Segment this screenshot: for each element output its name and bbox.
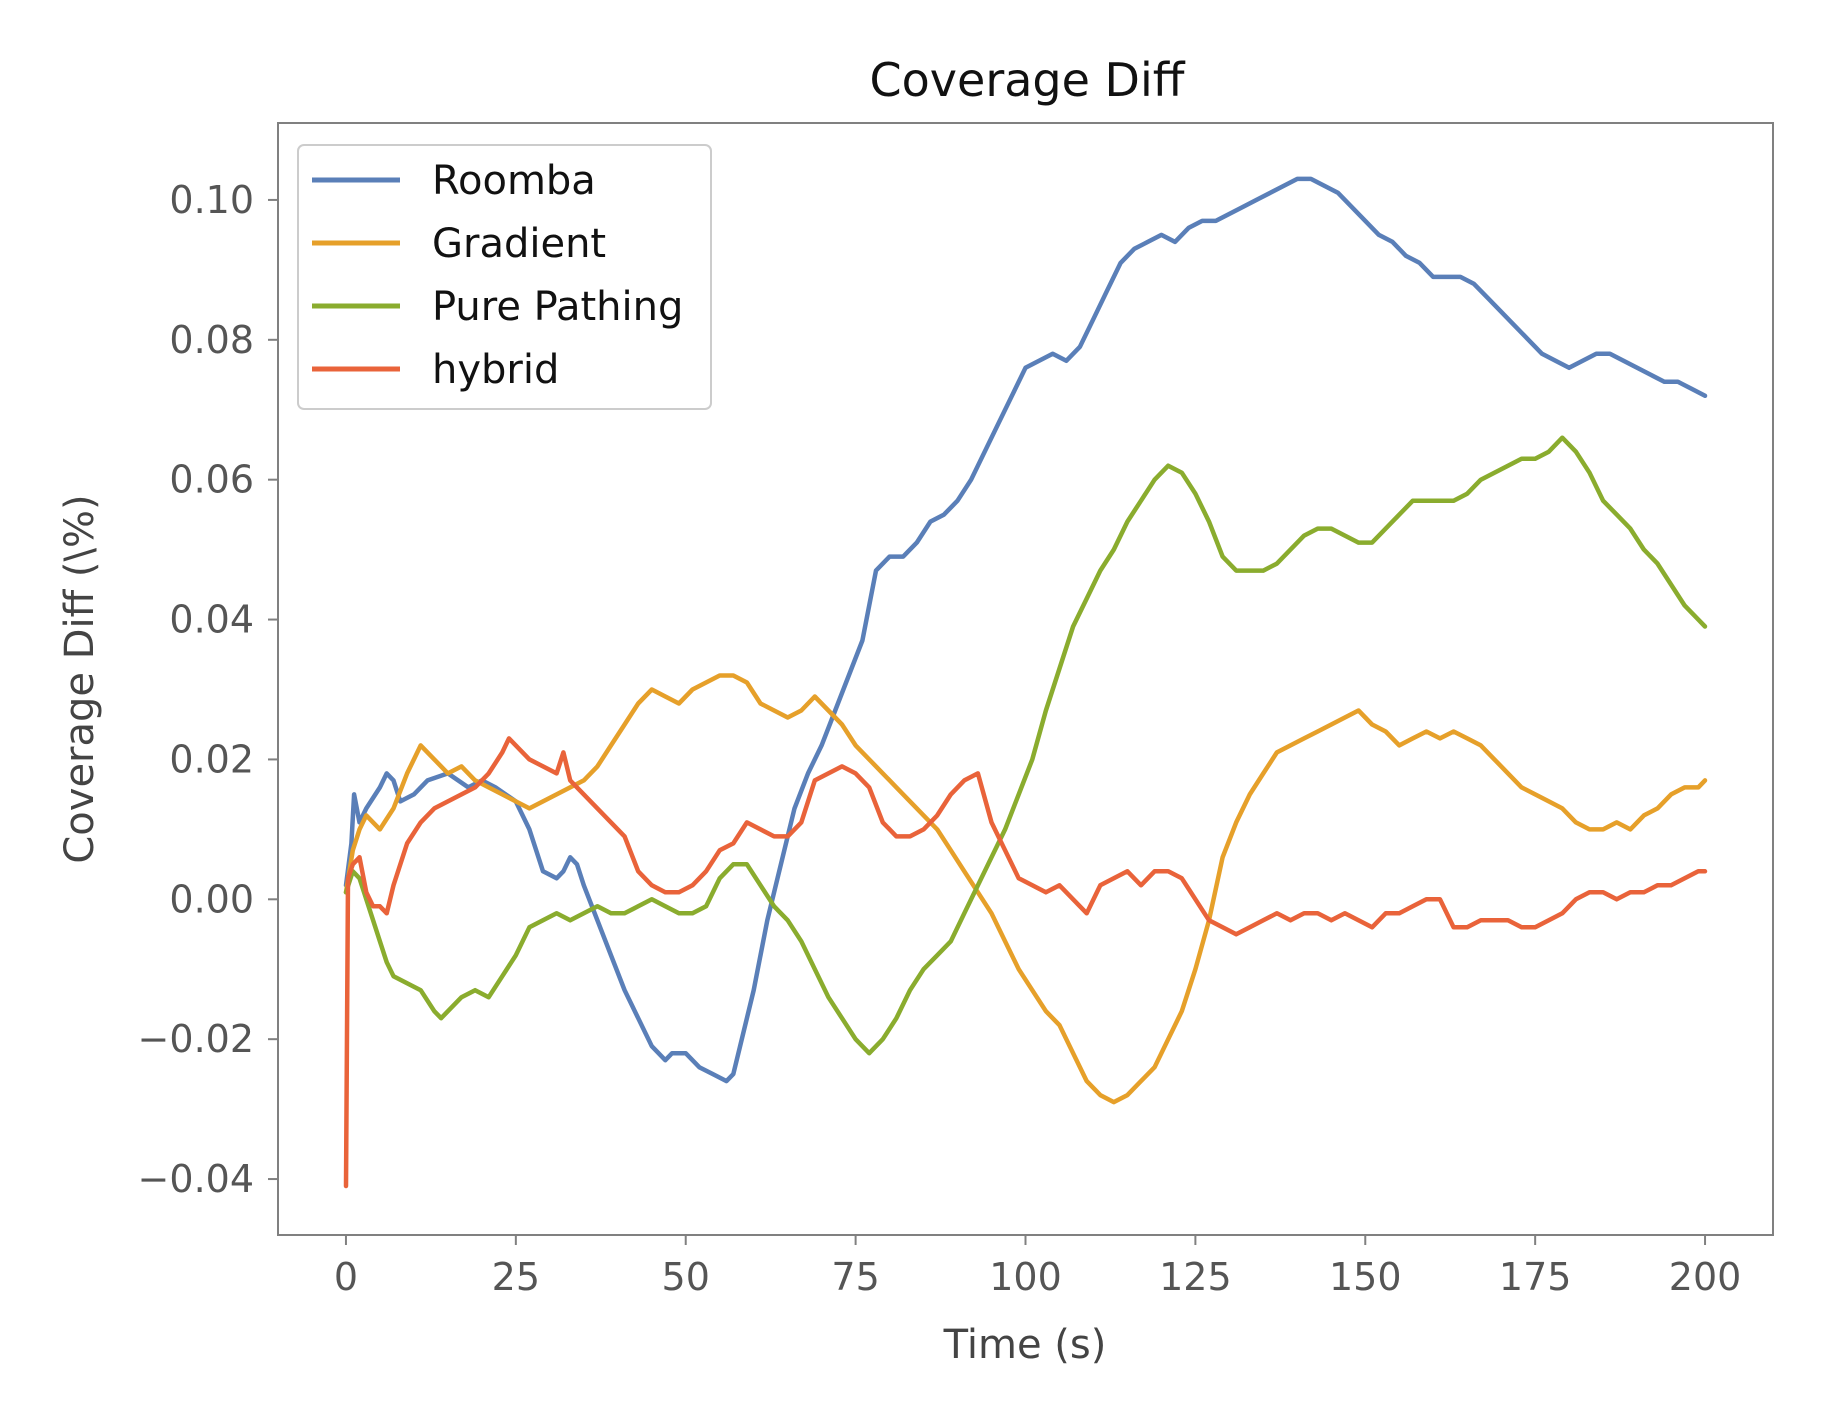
series-line-gradient	[343, 673, 1708, 1105]
y-axis-ticks: −0.04 −0.02 0.00 0.02 0.04 0.06 0.08 0.10	[138, 178, 278, 1201]
legend-label-roomba: Roomba	[432, 158, 596, 204]
y-tick-label: 0.02	[169, 737, 254, 781]
x-axis-label: Time (s)	[943, 1322, 1107, 1368]
x-tick-label: 150	[1329, 1255, 1402, 1299]
legend-box	[297, 144, 712, 410]
y-tick-label: 0.00	[169, 877, 254, 921]
y-tick-label: −0.02	[138, 1017, 254, 1061]
y-tick-label: 0.06	[169, 458, 254, 502]
x-tick-label: 25	[492, 1255, 540, 1299]
y-tick-label: −0.04	[138, 1157, 254, 1201]
series-layer	[343, 176, 1708, 1189]
chart-title: Coverage Diff	[870, 53, 1186, 107]
x-tick-label: 175	[1499, 1255, 1572, 1299]
series-line-hybrid	[343, 736, 1708, 1189]
x-tick-label: 100	[989, 1255, 1062, 1299]
legend-label-hybrid: hybrid	[432, 347, 559, 393]
x-tick-label: 75	[831, 1255, 879, 1299]
x-tick-label: 50	[662, 1255, 710, 1299]
legend-label-pure-pathing: Pure Pathing	[432, 284, 683, 330]
series-line-pure-pathing	[343, 435, 1708, 1056]
legend: Roomba Gradient Pure Pathing hybrid	[297, 144, 712, 410]
x-tick-label: 125	[1159, 1255, 1232, 1299]
x-tick-label: 0	[334, 1255, 358, 1299]
y-tick-label: 0.04	[169, 598, 254, 642]
series-line-roomba	[343, 176, 1708, 1084]
legend-label-gradient: Gradient	[432, 221, 606, 267]
x-axis-ticks: 0 25 50 75 100 125 150 175 200	[334, 1235, 1741, 1299]
x-tick-label: 200	[1669, 1255, 1742, 1299]
y-axis-label: Coverage Diff (\%)	[57, 494, 103, 863]
y-tick-label: 0.08	[169, 318, 254, 362]
legend-entries: Roomba Gradient Pure Pathing hybrid	[312, 158, 683, 393]
y-tick-label: 0.10	[169, 178, 254, 222]
